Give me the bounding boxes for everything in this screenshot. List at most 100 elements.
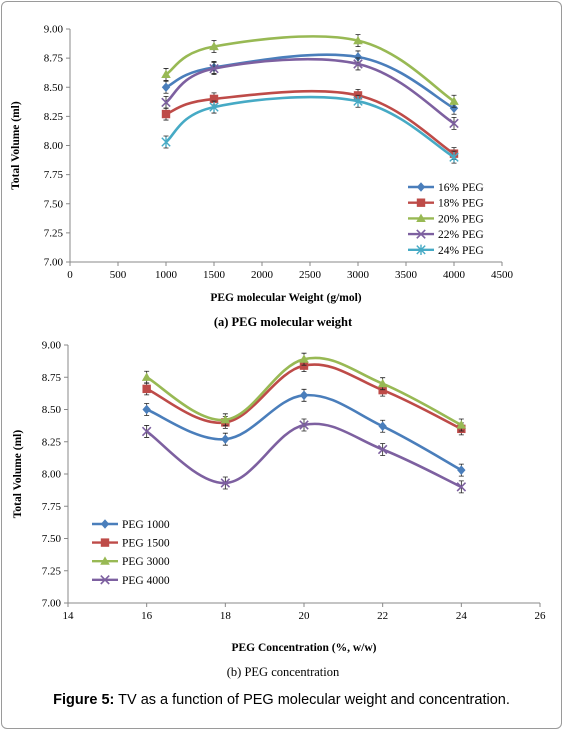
x-tick-label: 0 — [67, 269, 73, 281]
data-point — [209, 41, 219, 51]
series-line — [165, 95, 455, 159]
legend-label: 16% PEG — [438, 182, 484, 194]
y-tick-label: 8.50 — [42, 404, 62, 416]
series-line — [165, 58, 455, 125]
legend-label: 24% PEG — [438, 245, 484, 257]
data-point — [353, 96, 363, 107]
data-point — [161, 136, 171, 148]
x-tick-label: 2500 — [299, 269, 322, 281]
y-tick-label: 8.25 — [44, 111, 64, 123]
data-point — [299, 361, 309, 370]
data-point — [141, 372, 152, 381]
x-tick-label: 22 — [377, 610, 388, 622]
x-tick-label: 4000 — [443, 269, 466, 281]
x-tick-label: 16 — [141, 610, 153, 622]
data-point — [299, 354, 309, 363]
y-axis-title: Total Volume (ml) — [10, 101, 22, 190]
figure-caption: Figure 5: TV as a function of PEG molecu… — [0, 692, 563, 708]
legend-item: 16% PEG — [408, 182, 484, 194]
legend-marker — [100, 556, 110, 565]
series-line — [165, 89, 455, 155]
x-tick-label: 20 — [299, 610, 311, 622]
figure-text: TV as a function of PEG molecular weight… — [114, 692, 510, 708]
data-point — [220, 478, 231, 488]
data-point — [161, 69, 171, 79]
legend-marker — [416, 182, 426, 192]
chart-caption: (a) PEG molecular weight — [214, 315, 353, 329]
data-point — [220, 415, 231, 424]
x-tick-label: 24 — [456, 610, 468, 622]
data-point — [209, 94, 219, 104]
series-4 — [161, 57, 459, 130]
x-axis-title: PEG molecular Weight (g/mol) — [210, 292, 361, 304]
legend-item: PEG 3000 — [92, 556, 170, 568]
legend-item: 24% PEG — [408, 244, 484, 257]
data-point — [456, 482, 467, 492]
data-point — [209, 63, 219, 74]
chart-caption: (b) PEG concentration — [227, 665, 340, 679]
series-2 — [161, 89, 459, 161]
y-tick-label: 8.25 — [42, 436, 62, 448]
legend-label: 20% PEG — [438, 213, 484, 225]
y-tick-label: 8.50 — [44, 82, 64, 94]
y-tick-label: 8.00 — [44, 140, 64, 152]
x-tick-label: 500 — [110, 269, 127, 281]
legend-marker — [100, 519, 110, 529]
y-tick-label: 7.00 — [42, 598, 62, 610]
data-point — [377, 378, 388, 388]
legend-marker — [416, 198, 426, 207]
legend-item: PEG 4000 — [92, 575, 170, 587]
data-point — [378, 385, 387, 395]
x-tick-label: 3500 — [395, 269, 418, 281]
y-tick-label: 7.25 — [44, 227, 64, 239]
x-tick-label: 3000 — [347, 269, 370, 281]
legend-marker — [100, 538, 110, 547]
y-tick-label: 7.50 — [44, 198, 64, 210]
x-tick-label: 4500 — [491, 269, 514, 281]
data-point — [141, 426, 152, 437]
y-tick-label: 7.50 — [42, 533, 62, 545]
data-point — [449, 151, 459, 163]
data-point — [353, 59, 363, 69]
legend-marker — [100, 575, 110, 585]
x-tick-label: 18 — [220, 610, 232, 622]
data-point — [456, 420, 467, 429]
legend-label: PEG 1500 — [122, 538, 170, 550]
chart-molecular-weight: 7.00 7.25 7.50 7.75 8.00 8.25 8.50 8.75 9.00 0 500… — [10, 24, 514, 330]
legend-item: 20% PEG — [408, 213, 484, 225]
legend-label: PEG 1000 — [122, 519, 170, 531]
legend-item: PEG 1500 — [92, 538, 170, 550]
data-point — [299, 420, 309, 430]
series-1 — [161, 50, 459, 115]
y-tick-label: 7.75 — [44, 169, 64, 181]
data-point — [449, 118, 459, 129]
legend: PEG 1000 PEG 1500 PEG 3000 PEG 4000 — [92, 519, 170, 587]
x-tick-label: 2000 — [251, 269, 274, 281]
legend-label: PEG 3000 — [122, 556, 170, 568]
y-tick-label: 9.00 — [44, 24, 64, 36]
y-tick-label: 8.75 — [44, 53, 64, 65]
y-tick-label: 8.75 — [42, 372, 62, 384]
series-line — [146, 393, 462, 472]
x-tick-label: 14 — [63, 610, 75, 622]
data-point — [142, 384, 151, 394]
data-point — [161, 82, 171, 93]
x-axis-title: PEG Concentration (%, w/w) — [231, 642, 376, 654]
legend-marker — [416, 229, 426, 239]
data-point — [221, 434, 230, 444]
legend-item: PEG 1000 — [92, 519, 170, 531]
series-3 — [161, 34, 459, 108]
data-point — [457, 465, 466, 475]
data-point — [299, 390, 309, 401]
data-point — [142, 404, 151, 415]
series-3 — [141, 352, 467, 432]
x-tick-label: 1500 — [203, 269, 226, 281]
series-1 — [142, 388, 466, 477]
chart-concentration: 7.00 7.25 7.50 7.75 8.00 8.25 8.50 8.75 9.00 14 16… — [12, 340, 546, 680]
legend-marker — [416, 213, 426, 222]
data-point — [449, 103, 459, 114]
y-tick-label: 7.25 — [42, 565, 62, 577]
y-tick-label: 9.00 — [42, 340, 62, 352]
legend-item: 22% PEG — [408, 229, 484, 241]
